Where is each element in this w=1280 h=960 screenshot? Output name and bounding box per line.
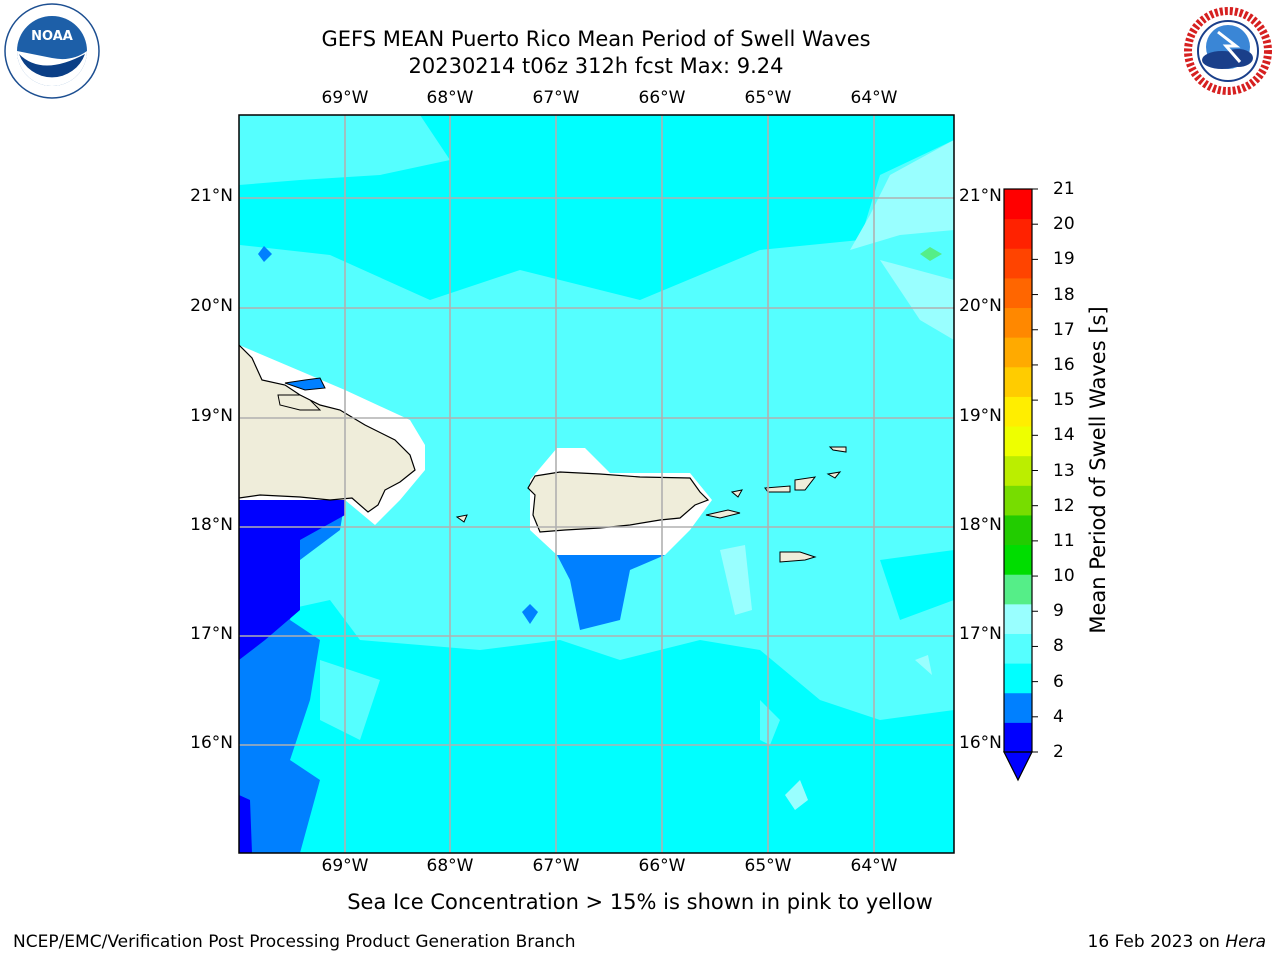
colorbar-segment (1004, 248, 1032, 279)
colorbar-tick-label: 21 (1053, 179, 1075, 199)
map-title: GEFS MEAN Puerto Rico Mean Period of Swe… (321, 27, 871, 51)
colorbar-segment (1004, 544, 1032, 575)
colorbar-segment (1004, 396, 1032, 427)
colorbar-segment (1004, 189, 1032, 220)
colorbar-label: Mean Period of Swell Waves [s] (1086, 306, 1110, 634)
colorbar-segment (1004, 692, 1032, 723)
lat-label-right: 18°N (959, 515, 1002, 535)
colorbar-tick-label: 4 (1053, 706, 1064, 727)
colorbar-segment (1004, 633, 1032, 664)
colorbar-segment (1004, 277, 1032, 309)
colorbar-segment (1004, 485, 1032, 516)
wave-period-field (239, 115, 954, 853)
colorbar-tick-label: 13 (1053, 460, 1075, 481)
colorbar-segment (1004, 603, 1032, 634)
colorbar-tick-label: 19 (1053, 249, 1075, 270)
colorbar-extend-arrow (1003, 751, 1033, 782)
lon-label-bottom: 66°W (638, 856, 686, 876)
colorbar-segment (1004, 663, 1032, 694)
lon-label-top: 64°W (850, 88, 898, 108)
lon-label-bottom: 69°W (321, 856, 369, 876)
colorbar-tick-label: 10 (1053, 566, 1075, 587)
colorbar-segment (1004, 426, 1032, 457)
colorbar-segment (1004, 366, 1032, 397)
colorbar-tick-label: 2 (1053, 742, 1064, 762)
colorbar-tick-label: 17 (1053, 319, 1075, 340)
lon-label-bottom: 65°W (744, 856, 792, 876)
colorbar-tick-label: 16 (1053, 354, 1075, 375)
lat-label-right: 16°N (959, 733, 1002, 753)
lat-label-left: 17°N (190, 624, 233, 644)
map-frame (238, 114, 955, 854)
gridlines (239, 115, 954, 853)
lon-label-bottom: 64°W (850, 856, 898, 876)
footer-branch: NCEP/EMC/Verification Post Processing Pr… (13, 932, 576, 952)
sea-ice-note: Sea Ice Concentration > 15% is shown in … (347, 890, 933, 914)
lat-label-right: 17°N (959, 624, 1002, 644)
colorbar-segment (1004, 337, 1032, 368)
colorbar-segment (1004, 574, 1032, 605)
colorbar (1003, 188, 1038, 782)
colorbar-tick-label: 18 (1053, 284, 1075, 305)
lon-label-top: 66°W (638, 88, 686, 108)
lat-label-left: 19°N (190, 406, 233, 426)
footer-host: Hera (1225, 932, 1266, 952)
colorbar-segment (1004, 722, 1032, 753)
lat-label-right: 20°N (959, 296, 1002, 316)
lon-label-top: 69°W (321, 88, 369, 108)
colorbar-segment (1004, 218, 1032, 249)
colorbar-tick-label: 14 (1053, 425, 1075, 446)
colorbar-tick-label: 20 (1053, 214, 1075, 235)
lat-label-left: 16°N (190, 733, 233, 753)
lon-label-top: 65°W (744, 88, 792, 108)
lat-label-left: 18°N (190, 515, 233, 535)
lon-label-bottom: 67°W (532, 856, 580, 876)
svg-text:NOAA: NOAA (31, 29, 73, 44)
colorbar-tick-label: 11 (1053, 530, 1075, 551)
colorbar-tick-label: 6 (1053, 671, 1064, 692)
colorbar-tick-label: 9 (1053, 601, 1064, 622)
lon-label-top: 67°W (532, 88, 580, 108)
lat-label-right: 21°N (959, 186, 1002, 206)
noaa-logo: NOAA (4, 3, 100, 99)
lon-label-bottom: 68°W (426, 856, 474, 876)
colorbar-tick-label: 8 (1053, 636, 1064, 657)
lat-label-left: 21°N (190, 186, 233, 206)
footer-date: 16 Feb 2023 on Hera (1088, 932, 1266, 952)
lat-label-right: 19°N (959, 406, 1002, 426)
lon-label-top: 68°W (426, 88, 474, 108)
colorbar-segment (1004, 307, 1032, 338)
colorbar-tick-label: 15 (1053, 390, 1075, 411)
nws-logo (1181, 4, 1275, 98)
colorbar-tick-label: 12 (1053, 495, 1075, 516)
colorbar-segment (1004, 455, 1032, 486)
colorbar-segment (1004, 514, 1032, 546)
footer-date-text: 16 Feb 2023 on (1087, 932, 1226, 952)
lat-label-left: 20°N (190, 296, 233, 316)
map-subtitle: 20230214 t06z 312h fcst Max: 9.24 (408, 54, 784, 78)
